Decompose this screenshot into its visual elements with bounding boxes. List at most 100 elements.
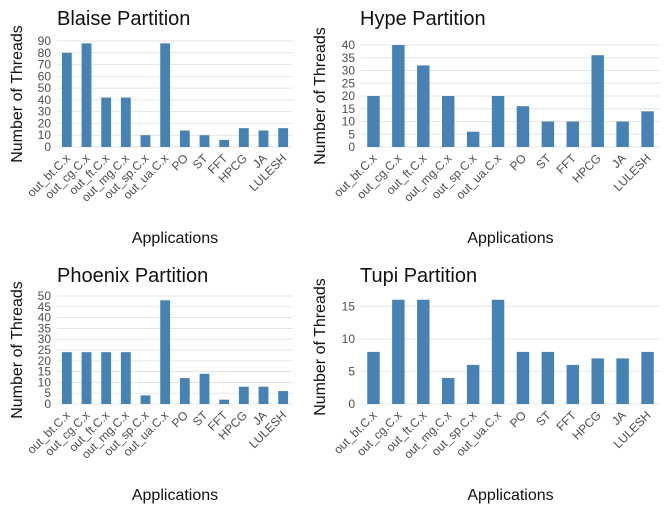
bar-HPCG [591, 358, 604, 404]
y-tick-label: 40 [342, 38, 356, 52]
bar-FFT [566, 364, 580, 404]
chart-panel-3: 051015out_bt.C.xout_cg.C.xout_ft.C.xout_… [312, 265, 660, 504]
y-tick-label: 90 [38, 34, 52, 48]
y-tick-label: 80 [38, 46, 52, 60]
bar-HPCG [238, 128, 249, 147]
bar-FFT [566, 121, 580, 147]
y-tick-label: 40 [38, 311, 52, 325]
bar-out_ua.C.x [491, 299, 505, 404]
x-tick-label: PO [169, 151, 191, 173]
y-tick-label: 50 [38, 81, 52, 95]
bar-out_ua.C.x [160, 43, 171, 147]
bar-out_bt.C.x [61, 52, 72, 147]
x-tick-label: HPCG [569, 151, 603, 185]
bar-ST [199, 373, 210, 404]
x-tick-label: PO [507, 151, 529, 173]
y-tick-label: 25 [342, 76, 356, 90]
bar-out_ft.C.x [417, 299, 430, 404]
y-tick-label: 0 [348, 140, 355, 154]
bar-JA [616, 121, 629, 147]
bar-out_ua.C.x [491, 96, 505, 147]
y-tick-label: 30 [38, 332, 52, 346]
bar-LULESH [641, 111, 654, 147]
y-tick-label: 30 [38, 105, 52, 119]
bar-out_bt.C.x [367, 96, 380, 147]
y-tick-label: 50 [38, 289, 52, 303]
y-tick-label: 5 [44, 386, 51, 400]
bar-out_cg.C.x [392, 299, 405, 404]
x-tick-label: ST [533, 151, 554, 172]
y-tick-label: 20 [38, 116, 52, 130]
y-tick-label: 40 [38, 93, 52, 107]
x-tick-label: PO [507, 408, 529, 430]
y-tick-label: 10 [342, 332, 356, 346]
y-tick-label: 35 [342, 51, 356, 65]
y-tick-label: 10 [342, 115, 356, 129]
chart-panel-2: 05101520253035404550out_bt.C.xout_cg.C.x… [9, 265, 293, 504]
bar-LULESH [278, 391, 289, 404]
bar-out_sp.C.x [140, 135, 151, 147]
y-tick-label: 20 [342, 89, 356, 103]
bar-JA [258, 130, 269, 147]
bar-PO [179, 130, 190, 147]
x-tick-label: HPCG [569, 408, 603, 442]
chart-panel-1: 0510152025303540out_bt.C.xout_cg.C.xout_… [312, 8, 660, 247]
bar-FFT [219, 399, 230, 404]
x-tick-label: PO [169, 408, 191, 430]
bar-ST [541, 351, 555, 404]
x-axis-title: Applications [132, 487, 218, 504]
bar-ST [199, 135, 210, 147]
y-tick-label: 45 [38, 300, 52, 314]
y-tick-label: 70 [38, 58, 52, 72]
x-axis-title: Applications [132, 230, 218, 247]
bar-out_bt.C.x [61, 352, 72, 404]
bar-HPCG [238, 386, 249, 404]
bar-PO [179, 378, 190, 404]
bar-LULESH [641, 351, 654, 404]
bar-out_sp.C.x [466, 131, 480, 147]
bar-out_cg.C.x [81, 43, 92, 147]
bar-PO [516, 106, 530, 147]
bar-out_sp.C.x [466, 364, 480, 404]
y-tick-label: 20 [38, 354, 52, 368]
bar-PO [516, 351, 530, 404]
bar-out_cg.C.x [81, 352, 92, 404]
chart-panel-0: 0102030405060708090out_bt.C.xout_cg.C.xo… [9, 8, 293, 247]
x-axis-title: Applications [467, 487, 553, 504]
y-tick-label: 0 [44, 140, 51, 154]
bar-out_mg.C.x [120, 97, 131, 147]
bar-HPCG [591, 55, 604, 148]
x-axis-title: Applications [467, 230, 553, 247]
y-tick-label: 30 [342, 64, 356, 78]
bar-out_sp.C.x [140, 395, 151, 404]
y-tick-label: 5 [348, 127, 355, 141]
bar-out_cg.C.x [392, 45, 405, 147]
bar-out_mg.C.x [120, 352, 131, 404]
y-tick-label: 5 [348, 364, 355, 378]
chart-title: Hype Partition [360, 8, 486, 30]
y-tick-label: 15 [38, 365, 52, 379]
chart-title: Tupi Partition [360, 265, 477, 287]
bar-out_ua.C.x [160, 300, 171, 404]
y-axis-title: Number of Threads [312, 27, 329, 165]
y-tick-label: 0 [348, 397, 355, 411]
y-tick-label: 60 [38, 69, 52, 83]
y-tick-label: 15 [342, 102, 356, 116]
y-tick-label: 15 [342, 299, 356, 313]
bar-out_ft.C.x [417, 65, 430, 147]
bar-out_mg.C.x [441, 96, 455, 147]
bar-out_ft.C.x [101, 352, 112, 404]
bar-JA [258, 386, 269, 404]
y-tick-label: 25 [38, 343, 52, 357]
y-tick-label: 10 [38, 375, 52, 389]
chart-title: Blaise Partition [57, 8, 190, 30]
x-tick-label: ST [533, 408, 554, 429]
chart-title: Phoenix Partition [57, 265, 208, 287]
bar-out_ft.C.x [101, 97, 112, 147]
y-tick-label: 10 [38, 128, 52, 142]
bar-LULESH [278, 128, 289, 147]
bar-FFT [219, 139, 230, 147]
bar-out_mg.C.x [441, 377, 455, 404]
y-axis-title: Number of Threads [9, 25, 26, 163]
